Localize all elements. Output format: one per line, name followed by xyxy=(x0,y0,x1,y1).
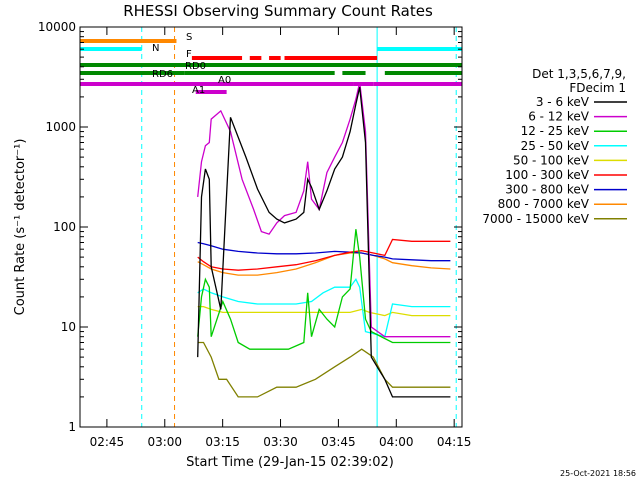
series-line-8 xyxy=(197,252,451,276)
y-tick-label-5: 10000 xyxy=(38,20,76,34)
series-line-6 xyxy=(197,238,451,271)
series-line-4 xyxy=(197,278,451,338)
legend-entry-1: 3 - 6 keV xyxy=(536,95,590,109)
series-line-2 xyxy=(197,82,451,338)
y-tick-label-2: 10 xyxy=(61,320,76,334)
y-tick-label-1: 1 xyxy=(68,420,76,434)
y-tick-label-4: 1000 xyxy=(45,120,76,134)
series-line-5 xyxy=(197,305,451,317)
state-bar-label-rd6: RD6 xyxy=(152,69,173,80)
x-tick-label-4: 03:30 xyxy=(263,435,298,449)
state-bar-label-n: N xyxy=(152,43,159,54)
y-axis-label: Count Rate (s⁻¹ detector⁻¹) xyxy=(13,139,28,316)
axes: 02:45 03:00 03:15 03:30 03:45 04:00 04:15 1 10 10… xyxy=(38,20,472,449)
series-line-7 xyxy=(197,241,451,262)
state-bar-label-a0: A0 xyxy=(218,75,231,86)
series-line-9 xyxy=(197,341,451,398)
y-tick-label-3: 100 xyxy=(53,220,76,234)
x-tick-label-7: 04:15 xyxy=(437,435,472,449)
legend-entry-4: 25 - 50 keV xyxy=(521,139,590,153)
x-tick-label-6: 04:00 xyxy=(379,435,414,449)
x-axis-label: Start Time (29-Jan-15 02:39:02) xyxy=(186,455,394,470)
legend-header-line-1: Det 1,3,5,6,7,9, xyxy=(532,67,626,81)
state-bar-label-f: F xyxy=(186,49,192,60)
state-bar-label-a1: A1 xyxy=(192,85,205,96)
series-line-3 xyxy=(197,229,451,350)
legend-entry-9: 7000 - 15000 keV xyxy=(482,212,589,226)
legend-entry-5: 50 - 100 keV xyxy=(513,153,590,167)
legend-header-line-2: FDecim 1 xyxy=(569,81,626,95)
legend-entry-6: 100 - 300 keV xyxy=(505,168,589,182)
state-bar-label-rd0: RD0 xyxy=(185,61,206,72)
series-line-1 xyxy=(197,87,451,398)
legend-entry-7: 300 - 800 keV xyxy=(505,183,589,197)
x-tick-label-5: 03:45 xyxy=(321,435,356,449)
plot-frame xyxy=(79,26,463,428)
footer-date: 25-Oct-2021 18:56 xyxy=(560,469,636,478)
legend-entry-3: 12 - 25 keV xyxy=(521,124,590,138)
state-bar-label-s: S xyxy=(186,32,192,43)
x-tick-label-1: 02:45 xyxy=(90,435,125,449)
legend-entry-8: 800 - 7000 keV xyxy=(498,197,590,211)
x-tick-label-3: 03:15 xyxy=(205,435,240,449)
x-tick-label-2: 03:00 xyxy=(147,435,182,449)
chart-title: RHESSI Observing Summary Count Rates xyxy=(123,2,433,20)
legend-entry-2: 6 - 12 keV xyxy=(528,110,590,124)
